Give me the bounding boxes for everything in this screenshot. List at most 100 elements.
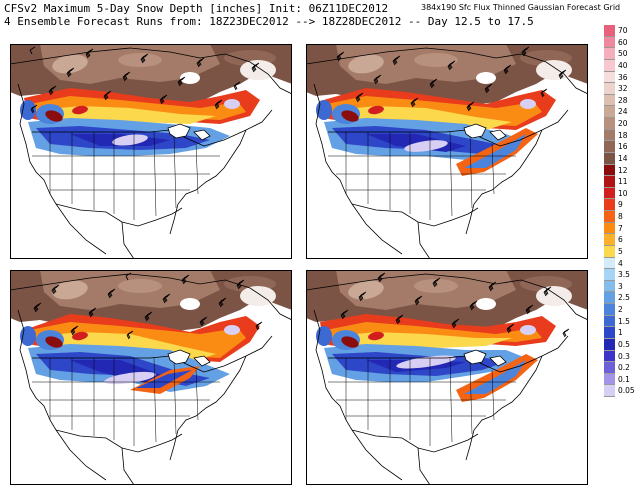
barb-mark: [490, 281, 497, 290]
barb-mark: [164, 293, 171, 302]
barb-mark: [146, 311, 153, 320]
legend-swatch: [604, 245, 615, 258]
barb-mark: [468, 101, 475, 110]
boundary-line: [313, 309, 353, 431]
legend-label: 0.1: [618, 374, 630, 384]
barb-mark: [431, 78, 438, 87]
barb-mark: [216, 99, 223, 108]
barb-mark: [256, 321, 263, 330]
barb-mark: [357, 92, 364, 101]
snow-contour: [30, 96, 246, 120]
legend-swatch: [604, 129, 615, 142]
legend-label: 10: [618, 188, 628, 198]
legend-label: 20: [618, 119, 628, 128]
barb-mark: [127, 330, 134, 339]
legend-swatch: [604, 176, 615, 188]
legend-label: 18: [618, 130, 628, 140]
lake-outline: [193, 129, 211, 141]
snow-contour: [341, 110, 359, 122]
barb-mark: [508, 323, 515, 332]
barb-mark: [183, 274, 190, 283]
lake-outline: [489, 355, 507, 367]
barb-mark: [434, 277, 441, 286]
legend-entry: 12: [604, 164, 638, 177]
legend-entry: 70: [604, 25, 638, 37]
legend-label: 8: [618, 212, 623, 221]
snow-contour: [396, 355, 456, 369]
legend-label: 14: [618, 153, 628, 163]
boundary-line: [313, 83, 353, 205]
map-boundaries: [10, 47, 292, 259]
barb-mark: [109, 288, 116, 297]
boundary-line: [32, 109, 273, 147]
state-line: [491, 369, 495, 421]
boundary-line: [55, 429, 183, 453]
legend-entry: 32: [604, 83, 638, 95]
snow-depth-map: [306, 44, 588, 259]
legend-entry: 60: [604, 36, 638, 49]
state-line: [491, 143, 495, 195]
barb-mark: [50, 85, 57, 94]
barb-mark: [198, 57, 205, 66]
legend-entry: 18: [604, 129, 638, 142]
legend-label: 3: [618, 281, 623, 291]
legend-label: 5: [618, 246, 623, 256]
snow-contour: [112, 134, 148, 146]
legend-entry: 2: [604, 304, 638, 316]
legend-entry: 8: [604, 211, 638, 223]
legend-entry: 0.5: [604, 338, 638, 351]
map-boundaries: [306, 273, 588, 485]
color-legend: 70 60 50 40 36 32 28 24 20 18 16 14 12 11 10 9 8 7 6 5 4 3.5 3…: [604, 25, 638, 397]
lake-outline: [489, 129, 507, 141]
barb-mark: [234, 81, 241, 90]
boundary-line: [10, 47, 292, 95]
legend-swatch: [604, 141, 615, 153]
legend-swatch: [604, 59, 615, 72]
legend-entry: 28: [604, 94, 638, 107]
legend-entry: 20: [604, 118, 638, 130]
boundary-line: [351, 203, 431, 259]
barb-mark: [375, 74, 382, 83]
barb-mark: [201, 316, 208, 325]
barb-mark: [35, 302, 42, 311]
map-panel-4: [306, 270, 588, 485]
legend-entry: 4: [604, 257, 638, 270]
snow-contour: [52, 280, 88, 300]
boundary-line: [306, 47, 588, 95]
legend-label: 3.5: [618, 270, 630, 280]
legend-label: 0.05: [618, 386, 635, 396]
lake-outline: [463, 123, 487, 139]
snow-contour: [404, 140, 448, 152]
boundary-line: [306, 273, 588, 321]
snow-depth-map: [10, 44, 292, 259]
legend-swatch: [604, 304, 615, 316]
legend-swatch: [604, 338, 615, 351]
legend-label: 2.5: [618, 293, 630, 303]
legend-label: 40: [618, 60, 628, 70]
snow-contour: [520, 99, 536, 109]
boundary-line: [351, 203, 479, 227]
boundary-line: [32, 335, 273, 373]
legend-entry: 3.5: [604, 269, 638, 281]
barb-marks: [336, 46, 567, 112]
barb-mark: [125, 272, 132, 281]
snow-contour: [464, 134, 526, 168]
legend-label: 1: [618, 328, 623, 338]
legend-entry: 0.05: [604, 385, 638, 397]
barb-mark: [72, 325, 79, 334]
legend-swatch: [604, 280, 615, 293]
lake-outline: [167, 123, 191, 139]
boundary-line: [465, 129, 543, 235]
legend-label: 6: [618, 235, 623, 245]
legend-swatch: [604, 106, 615, 118]
legend-label: 0.2: [618, 363, 630, 373]
barb-mark: [505, 64, 512, 73]
legend-label: 16: [618, 142, 628, 152]
barb-mark: [394, 55, 401, 64]
legend-label: 70: [618, 26, 628, 35]
legend-swatch: [604, 36, 615, 49]
barb-mark: [379, 272, 386, 281]
legend-entry: 0.3: [604, 350, 638, 363]
snow-depth-map: [306, 270, 588, 485]
snow-contour: [464, 360, 526, 394]
